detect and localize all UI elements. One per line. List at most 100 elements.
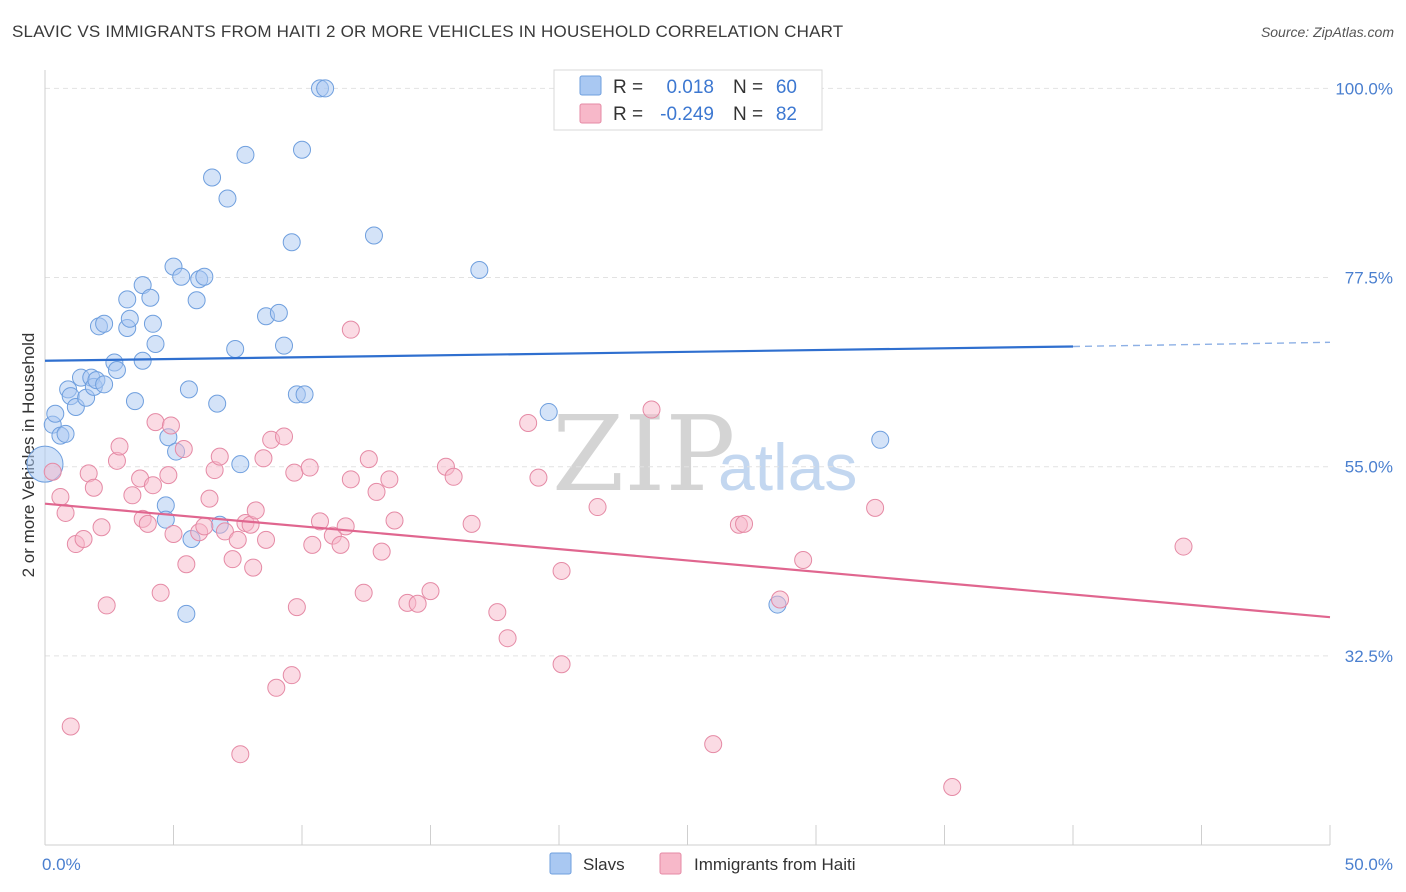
point-0-38 (195, 267, 214, 286)
stats-legend: R = 0.018 N = 60 R = -0.249 N = 82 (553, 69, 823, 131)
point-1-72 (642, 400, 661, 419)
point-0-22 (133, 351, 152, 370)
point-1-37 (254, 449, 273, 468)
stats-r-label-slavs: R = (613, 77, 643, 98)
point-0-21 (125, 392, 144, 411)
point-0-33 (179, 380, 198, 399)
trend-line-0 (44, 345, 1074, 362)
point-1-52 (341, 320, 360, 339)
point-1-35 (244, 558, 263, 577)
point-1-3 (61, 717, 80, 736)
point-1-29 (215, 522, 234, 541)
stats-swatch-haiti (579, 103, 602, 124)
point-0-26 (146, 334, 165, 353)
grid-lines (45, 87, 1330, 657)
x-tick-labels: 0.0% 50.0% (42, 855, 1393, 874)
point-0-20 (120, 309, 139, 328)
point-0-43 (226, 340, 245, 359)
point-1-12 (123, 486, 142, 505)
point-1-21 (164, 524, 183, 543)
point-1-58 (385, 511, 404, 530)
point-1-30 (223, 550, 242, 569)
point-1-65 (488, 603, 507, 622)
point-0-32 (172, 267, 191, 286)
point-1-31 (228, 530, 247, 549)
point-1-53 (354, 583, 373, 602)
point-0-4 (56, 424, 75, 443)
point-1-42 (282, 666, 301, 685)
trend-lines (44, 341, 1331, 619)
point-0-15 (95, 314, 114, 333)
y-tick-label-1: 77.5% (1345, 269, 1393, 288)
trend-line-1 (44, 502, 1331, 619)
point-1-60 (408, 594, 427, 613)
point-0-17 (107, 361, 126, 380)
point-0-25 (143, 314, 162, 333)
point-1-61 (421, 582, 440, 601)
legend-swatch-slavs (549, 852, 572, 875)
point-1-5 (74, 530, 93, 548)
point-1-54 (359, 450, 378, 469)
point-1-25 (195, 517, 214, 536)
point-1-1 (51, 487, 70, 506)
point-1-70 (552, 561, 571, 580)
point-1-51 (341, 470, 360, 489)
point-1-7 (84, 478, 103, 497)
point-1-45 (300, 458, 319, 477)
legend-label-slavs: Slavs (583, 855, 625, 874)
legend-label-haiti: Immigrants from Haiti (694, 855, 856, 874)
point-0-49 (282, 233, 301, 252)
point-1-36 (246, 501, 265, 520)
point-0-57 (539, 403, 558, 422)
point-1-19 (159, 466, 178, 485)
stats-r-value-haiti: -0.249 (660, 104, 714, 125)
point-0-48 (275, 336, 294, 355)
point-1-20 (161, 416, 180, 435)
point-1-73 (704, 735, 723, 754)
y-tick-label-2: 55.0% (1345, 458, 1393, 477)
point-1-75 (735, 514, 754, 533)
point-1-43 (285, 463, 304, 482)
point-1-44 (287, 598, 306, 617)
point-1-57 (380, 470, 399, 489)
y-tick-labels: 100.0% 77.5% 55.0% 32.5% (1335, 79, 1393, 665)
point-0-51 (293, 140, 311, 159)
point-0-54 (316, 79, 335, 98)
point-0-36 (187, 291, 206, 310)
point-1-41 (275, 427, 294, 446)
point-1-69 (552, 655, 571, 674)
point-0-52 (295, 385, 314, 404)
point-0-42 (218, 189, 237, 208)
trend-line-0-extension (1072, 341, 1331, 348)
stats-r-value-slavs: 0.018 (666, 77, 714, 98)
y-axis-label: 2 or more Vehicles in Household (19, 333, 38, 578)
point-1-9 (97, 596, 116, 615)
legend-swatch-haiti (659, 852, 682, 875)
point-1-68 (529, 468, 548, 487)
series-legend: Slavs Immigrants from Haiti (549, 852, 856, 875)
point-0-18 (118, 290, 137, 309)
point-1-32 (231, 745, 250, 764)
point-1-49 (331, 535, 350, 554)
point-1-64 (462, 514, 481, 533)
point-1-15 (138, 514, 157, 533)
series-1-points (43, 320, 1193, 796)
point-1-66 (498, 629, 517, 648)
point-1-78 (866, 498, 885, 517)
point-1-23 (177, 555, 196, 574)
stats-n-value-haiti: 82 (776, 104, 797, 125)
source-credit: Source: ZipAtlas.com (1260, 24, 1394, 40)
point-1-11 (110, 437, 129, 456)
point-1-8 (92, 518, 111, 537)
point-1-76 (771, 590, 790, 609)
point-1-40 (267, 678, 286, 697)
point-1-67 (519, 413, 538, 432)
y-tick-label-0: 100.0% (1335, 79, 1393, 98)
point-0-35 (177, 604, 196, 623)
point-1-17 (146, 413, 165, 432)
point-0-13 (95, 375, 114, 394)
x-tick-label-0: 0.0% (42, 855, 81, 874)
point-1-16 (143, 476, 162, 495)
stats-n-label-haiti: N = (733, 104, 763, 125)
